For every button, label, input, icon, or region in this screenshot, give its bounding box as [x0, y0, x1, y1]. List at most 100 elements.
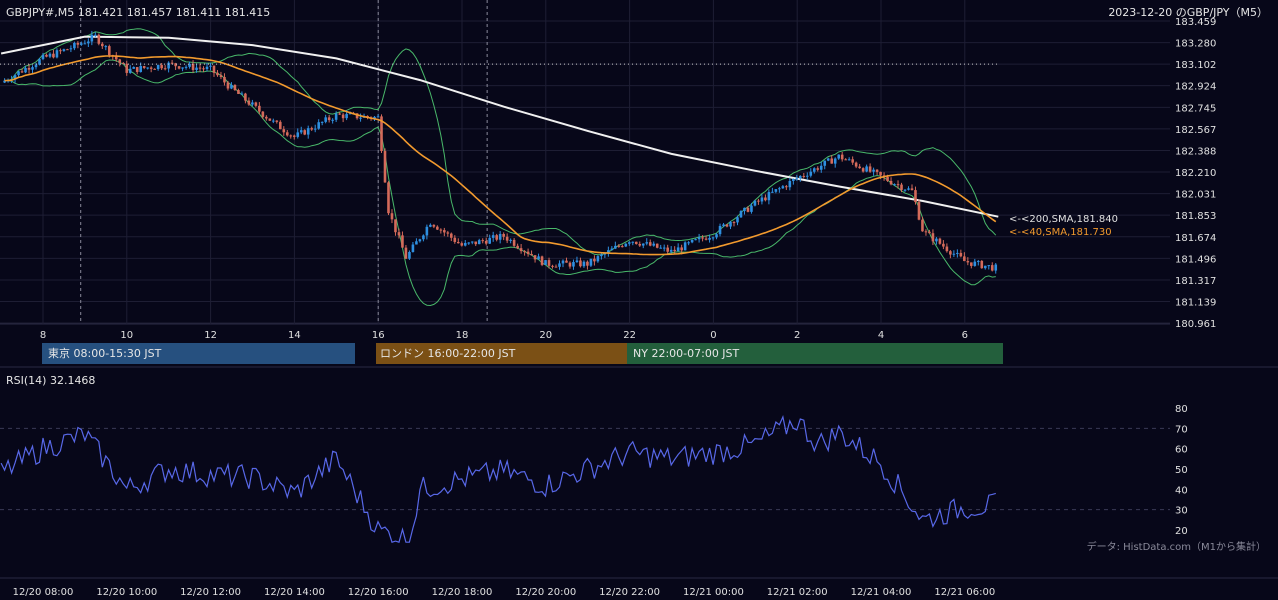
- candle: [90, 30, 94, 46]
- candle: [558, 260, 561, 270]
- candle: [66, 48, 69, 51]
- candle: [163, 65, 167, 71]
- candle: [160, 63, 163, 71]
- candle: [568, 261, 572, 269]
- candle: [3, 78, 6, 84]
- time-gridlines: [42, 0, 966, 324]
- candle: [320, 121, 324, 126]
- candle: [411, 241, 415, 253]
- candle: [484, 237, 488, 246]
- candle: [652, 241, 656, 247]
- candle: [104, 44, 108, 51]
- candle: [474, 241, 478, 247]
- candle: [778, 186, 781, 193]
- candle: [439, 228, 443, 234]
- date-tick-label: 12/21 06:00: [934, 587, 995, 598]
- candle: [80, 41, 83, 46]
- candle: [634, 241, 638, 245]
- candle: [509, 238, 512, 244]
- candle: [805, 172, 809, 181]
- candle: [526, 248, 530, 257]
- rsi-line: [0, 414, 996, 543]
- rsi-axis: 80 70 60 50 40 30 20: [1175, 404, 1188, 537]
- candle: [792, 178, 795, 185]
- candle: [24, 65, 27, 74]
- candle: [826, 157, 830, 162]
- candle: [20, 68, 24, 74]
- date-tick-label: 12/21 04:00: [851, 587, 912, 598]
- candle: [694, 238, 697, 241]
- chart-title: 2023-12-20 のGBP/JPY（M5）: [1108, 6, 1268, 19]
- candle: [205, 62, 209, 72]
- candle: [935, 237, 938, 245]
- candle: [491, 231, 495, 242]
- candle: [422, 234, 425, 242]
- candle: [631, 241, 635, 246]
- candle: [970, 262, 973, 269]
- candle: [418, 238, 422, 243]
- candle: [404, 245, 408, 259]
- candle: [31, 65, 34, 74]
- candle: [174, 62, 177, 70]
- candle: [847, 157, 851, 161]
- candle: [132, 66, 136, 69]
- rsi-label: RSI(14) 32.1468: [6, 374, 95, 387]
- candle: [655, 243, 659, 249]
- candle: [711, 236, 715, 241]
- price-grid: [0, 20, 1170, 325]
- candle: [551, 264, 554, 269]
- session-tokyo-bar: [42, 343, 355, 364]
- candle: [247, 97, 251, 106]
- candle: [296, 128, 300, 139]
- session-tokyo-label: 東京 08:00-15:30 JST: [48, 346, 162, 360]
- candle: [317, 119, 320, 130]
- candle: [450, 232, 453, 242]
- candle: [94, 32, 97, 38]
- candle: [223, 73, 226, 86]
- candle: [952, 250, 956, 257]
- candle: [181, 67, 184, 72]
- candle: [470, 241, 474, 245]
- candle: [467, 242, 471, 245]
- candle: [27, 64, 31, 74]
- candle: [788, 177, 792, 191]
- rsi-tick-label: 60: [1175, 445, 1188, 456]
- candle: [55, 48, 59, 59]
- candle: [394, 219, 397, 236]
- candle: [254, 101, 258, 108]
- candle: [966, 257, 970, 266]
- candle: [722, 222, 725, 228]
- price-tick-label: 182.388: [1175, 146, 1216, 157]
- candle: [45, 53, 48, 58]
- candle: [125, 60, 129, 76]
- candle: [488, 234, 491, 245]
- candle: [38, 57, 41, 66]
- candle: [851, 156, 854, 165]
- candle: [868, 163, 872, 173]
- candle: [561, 259, 565, 268]
- candle: [73, 41, 76, 51]
- date-tick-label: 12/20 22:00: [599, 587, 660, 598]
- candle: [477, 238, 481, 245]
- candle: [69, 45, 73, 53]
- candle: [701, 235, 704, 242]
- candle: [87, 38, 90, 47]
- candle: [453, 235, 457, 244]
- price-tick-label: 181.317: [1175, 276, 1216, 287]
- candle: [153, 68, 156, 70]
- date-tick-label: 12/20 08:00: [13, 587, 74, 598]
- candle: [359, 113, 362, 122]
- candle: [83, 40, 87, 45]
- candle: [282, 126, 286, 136]
- source-note: データ: HistData.com（M1から集計）: [1087, 540, 1266, 553]
- sma40-tag: <-<40,SMA,181.730: [1009, 227, 1112, 238]
- candle: [327, 114, 331, 123]
- candle: [659, 244, 663, 249]
- candle: [767, 189, 771, 205]
- candle: [390, 209, 394, 224]
- candle: [833, 157, 837, 168]
- candle: [739, 210, 743, 218]
- candle: [233, 84, 237, 91]
- hour-tick-label: 14: [288, 330, 301, 341]
- candle: [198, 63, 202, 73]
